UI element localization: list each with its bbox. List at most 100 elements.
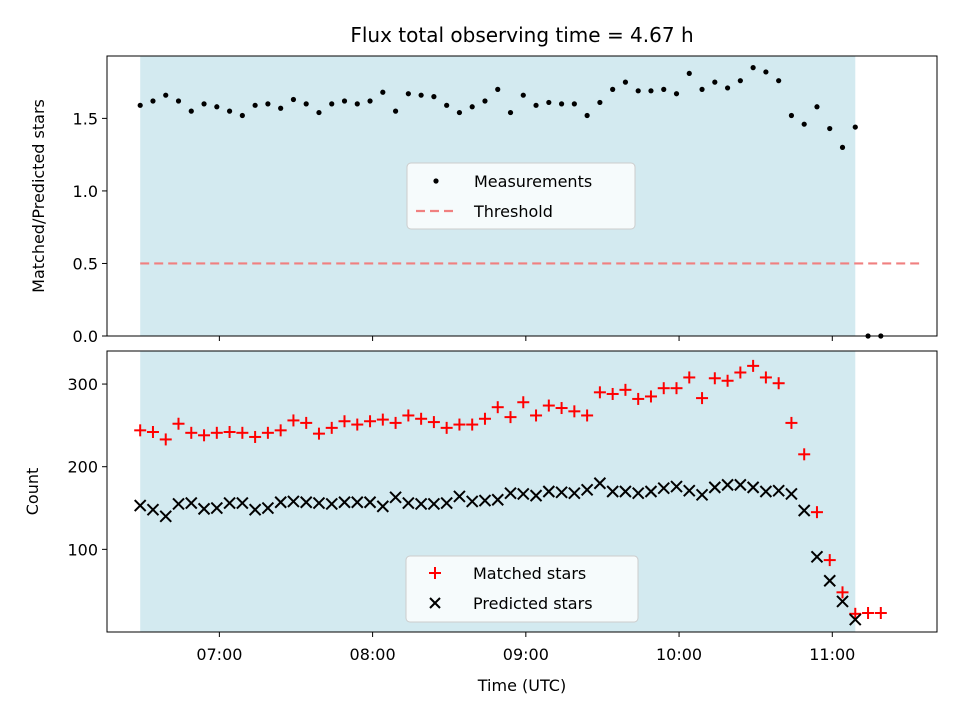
measurement-points [137, 65, 884, 339]
legend-predicted-label: Predicted stars [473, 594, 593, 613]
measurement-point [788, 112, 795, 119]
top-panel-frame [106, 55, 938, 337]
predicted-star-point [478, 494, 492, 507]
measurement-point [763, 69, 769, 75]
predicted-star-point [299, 496, 313, 509]
matched-star-point [593, 386, 606, 399]
y-tick-label: 0.5 [73, 254, 98, 273]
legend-predicted-marker [429, 597, 441, 609]
predicted-star-point [172, 497, 185, 511]
matched-star-point [427, 416, 440, 429]
measurement-point [175, 98, 182, 104]
matched-star-point [415, 412, 428, 425]
matched-star-point [159, 433, 172, 446]
x-tick-label: 09:00 [503, 645, 549, 664]
legend-measurements-marker [433, 178, 439, 184]
legend-measurements-label: Measurements [474, 172, 592, 191]
matched-star-point [364, 415, 377, 428]
measurement-point [163, 92, 169, 98]
matched-star-point [632, 392, 645, 405]
top-panel: 0.0 0.5 1.0 1.5 Matched/Predicted stars Mea… [29, 55, 938, 346]
predicted-star-point [606, 485, 619, 498]
measurement-point [801, 121, 807, 127]
matched-star-point [249, 430, 262, 443]
matched-star-point [530, 409, 543, 422]
predicted-star-point [555, 486, 568, 499]
predicted-star-point [734, 478, 747, 492]
top-y-axis-label: Matched/Predicted stars [29, 99, 48, 293]
predicted-star-point [236, 496, 249, 510]
bottom-y-ticks: 100 200 300 [67, 375, 107, 559]
matched-star-point [185, 426, 198, 439]
predicted-star-point [325, 497, 338, 511]
predicted-star-point [631, 486, 645, 500]
legend-matched-label: Matched stars [473, 564, 586, 583]
predicted-star-point [338, 496, 351, 509]
matched-star-point [862, 606, 875, 619]
measurement-point [661, 86, 667, 92]
matched-star-point [478, 412, 491, 425]
predicted-star-point [274, 496, 287, 509]
predicted-stars-points [133, 477, 862, 626]
predicted-star-point [465, 495, 479, 508]
measurement-point [252, 102, 258, 108]
measurement-point [482, 98, 488, 104]
matched-star-point [568, 405, 581, 418]
predicted-star-point [414, 497, 428, 511]
matched-star-point [389, 416, 402, 429]
predicted-star-point [261, 501, 275, 515]
matched-star-point [517, 396, 530, 409]
x-tick-label: 07:00 [196, 645, 242, 664]
measurement-point [137, 102, 143, 108]
predicted-star-point [580, 483, 594, 497]
predicted-star-point [593, 477, 607, 490]
measurement-point [214, 104, 220, 110]
predicted-star-point [785, 487, 798, 501]
predicted-star-point [708, 481, 722, 494]
measurement-point [303, 101, 309, 107]
matched-star-point [312, 427, 325, 440]
predicted-star-point [695, 488, 709, 502]
matched-star-point [874, 606, 887, 619]
matched-star-point [134, 424, 147, 437]
matched-star-point [721, 374, 734, 387]
measurement-point [354, 101, 360, 107]
matched-star-point [325, 421, 338, 434]
measurement-point [712, 79, 718, 85]
predicted-star-point [568, 486, 581, 500]
predicted-star-point [402, 496, 415, 510]
matched-star-point [402, 409, 415, 422]
matched-star-point [696, 392, 709, 405]
measurement-point [852, 124, 858, 130]
measurement-point [150, 98, 156, 104]
measurement-point [392, 108, 399, 114]
y-tick-label: 1.5 [73, 109, 98, 128]
measurement-point [686, 70, 692, 77]
measurement-point [444, 102, 450, 108]
matched-star-point [670, 382, 683, 395]
bottom-panel-frame [106, 350, 938, 633]
predicted-star-point [746, 481, 760, 494]
measurement-point [584, 112, 590, 119]
matched-star-point [261, 426, 274, 439]
measurement-point [622, 79, 629, 85]
predicted-star-point [644, 485, 658, 498]
predicted-star-point [389, 491, 402, 504]
measurement-point [839, 144, 846, 150]
y-tick-label: 0.0 [73, 327, 98, 346]
predicted-star-point [797, 504, 811, 517]
measurement-point [699, 86, 705, 92]
measurement-point [341, 98, 348, 104]
matched-star-point [708, 372, 721, 385]
predicted-star-point [312, 496, 326, 510]
predicted-star-point [759, 485, 773, 498]
bottom-legend: Matched stars Predicted stars [405, 555, 639, 623]
y-tick-label: 200 [67, 458, 98, 477]
measurement-point [610, 86, 616, 92]
measurement-point [507, 109, 514, 116]
measurement-point [456, 109, 463, 116]
x-ticks: 07:00 08:00 09:00 10:00 11:00 [196, 336, 855, 664]
predicted-star-point [721, 478, 734, 492]
measurement-point [533, 102, 539, 108]
